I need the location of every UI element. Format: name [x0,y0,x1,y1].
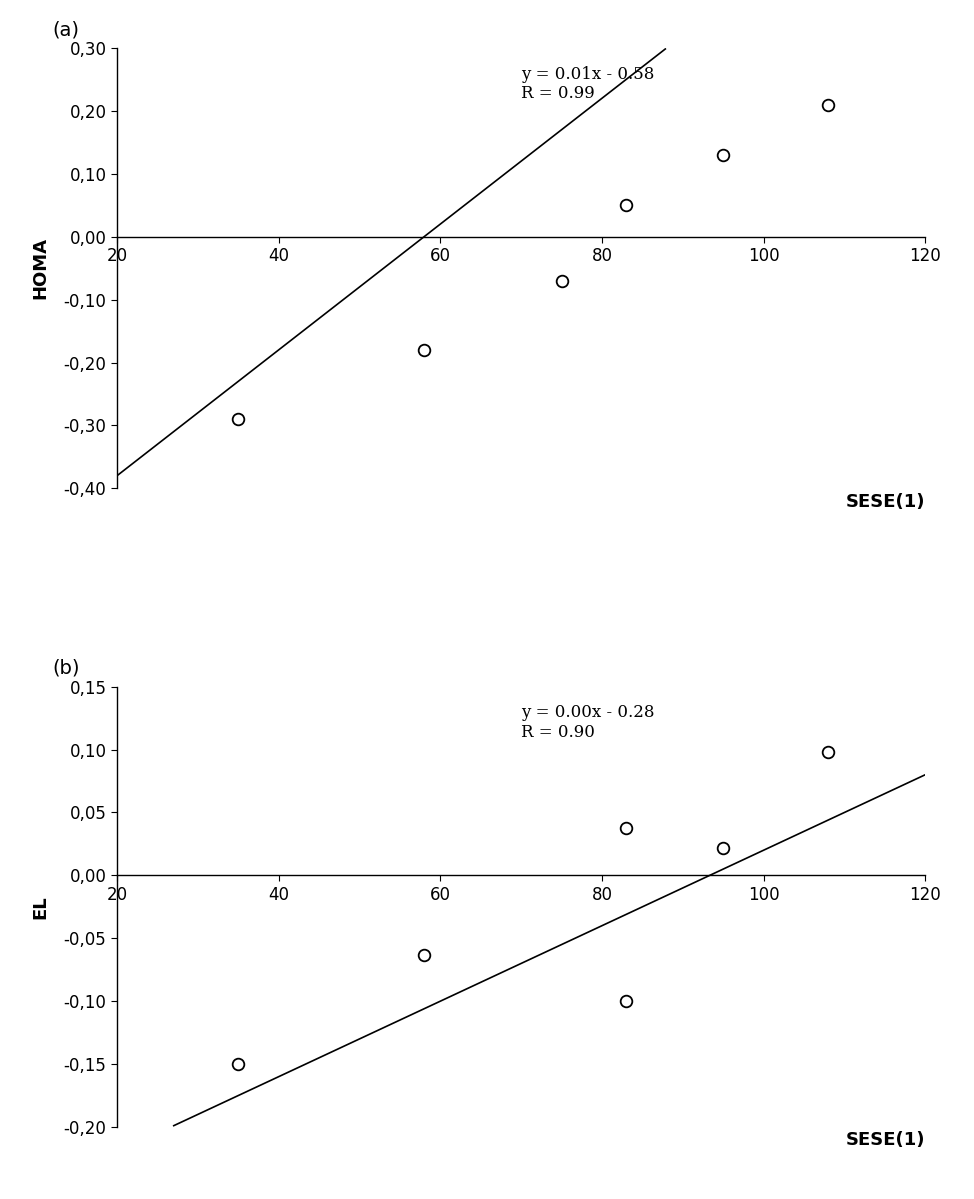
Y-axis label: HOMA: HOMA [32,237,50,300]
Point [618,818,634,837]
Y-axis label: EL: EL [32,894,50,918]
Point [230,410,245,429]
Point [618,992,634,1011]
Text: (a): (a) [53,20,79,40]
Text: y = 0.00x - 0.28
R = 0.90: y = 0.00x - 0.28 R = 0.90 [521,704,655,741]
Text: SESE(1): SESE(1) [845,1132,925,1150]
Point [416,341,431,360]
Text: y = 0.01x - 0.58
R = 0.99: y = 0.01x - 0.58 R = 0.99 [521,66,655,102]
Point [416,945,431,964]
Point [553,271,569,290]
Point [820,742,836,761]
Point [230,1055,245,1074]
Point [715,838,730,857]
Text: SESE(1): SESE(1) [845,493,925,511]
Point [618,195,634,215]
Point [715,145,730,164]
Point [820,95,836,114]
Text: (b): (b) [53,658,80,677]
